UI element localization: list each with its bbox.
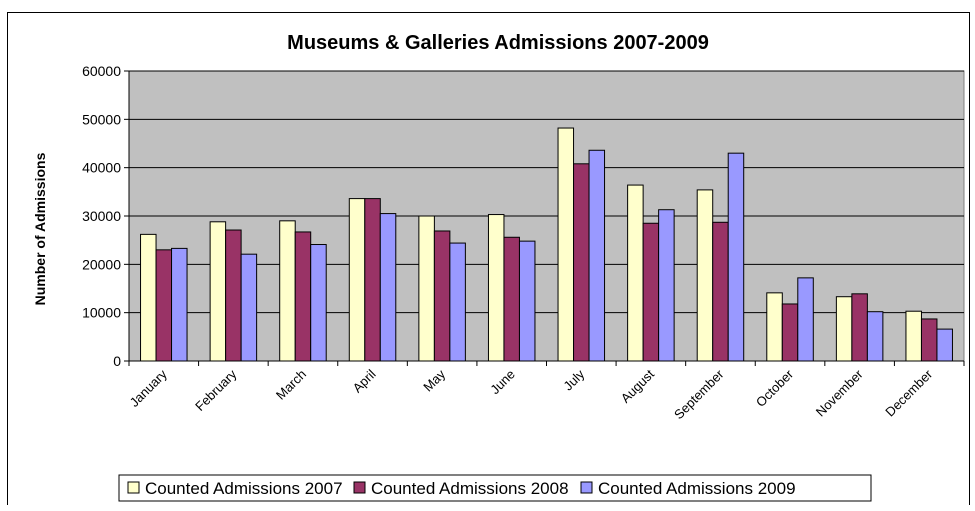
- bar-june-1: [487, 214, 505, 362]
- bar-june-3: [518, 240, 536, 362]
- x-tick-label: December: [882, 366, 935, 419]
- bar-october-1: [766, 292, 783, 362]
- bar-june-2: [503, 236, 520, 362]
- legend-swatch: [580, 481, 593, 494]
- x-tick-label: August: [618, 366, 657, 405]
- bar-february-1: [209, 221, 227, 362]
- x-tick-label: June: [487, 367, 518, 398]
- legend: Counted Admissions 2007 Counted Admission…: [118, 474, 872, 502]
- bar-april-1: [348, 198, 366, 362]
- y-tick-label: 40000: [82, 160, 121, 176]
- x-tick-label: April: [350, 366, 379, 395]
- bar-january-3: [171, 247, 188, 362]
- bar-january-2: [155, 249, 173, 362]
- bar-october-3: [797, 277, 814, 362]
- y-tick-label: 50000: [82, 111, 121, 127]
- bar-november-2: [851, 293, 868, 362]
- bar-march-3: [310, 244, 327, 362]
- bar-august-1: [627, 184, 644, 362]
- legend-box: [118, 474, 872, 502]
- y-axis-ticks: 0 10000 20000 30000 40000 50000 60000: [82, 63, 129, 369]
- bar-september-2: [712, 221, 729, 362]
- bar-august-3: [658, 209, 675, 362]
- bar-december-1: [905, 310, 922, 362]
- x-tick-label: March: [273, 367, 309, 403]
- bar-august-2: [642, 222, 660, 362]
- chart-area: Museums & Galleries Admissions 2007-2009…: [7, 12, 970, 505]
- y-tick-label: 0: [113, 353, 121, 369]
- legend-label: Counted Admissions 2008: [371, 479, 569, 498]
- bar-december-2: [920, 318, 938, 362]
- y-axis-label: Number of Admissions: [32, 152, 48, 305]
- bar-december-3: [936, 328, 953, 362]
- bar-may-1: [418, 215, 435, 362]
- bar-march-2: [294, 231, 312, 362]
- legend-label: Counted Admissions 2009: [598, 479, 796, 498]
- bar-may-2: [433, 230, 451, 362]
- bar-january-1: [140, 233, 157, 362]
- x-tick-label: July: [560, 366, 587, 393]
- bar-march-1: [279, 220, 296, 362]
- bar-october-2: [781, 303, 799, 362]
- y-tick-label: 20000: [82, 256, 121, 272]
- bar-july-2: [573, 163, 590, 362]
- bar-july-3: [588, 149, 606, 362]
- bar-february-2: [225, 229, 242, 362]
- y-tick-label: 30000: [82, 208, 121, 224]
- bar-september-3: [727, 152, 745, 362]
- x-tick-label: October: [753, 366, 797, 410]
- bar-april-3: [379, 213, 397, 362]
- y-tick-label: 10000: [82, 305, 121, 321]
- bar-february-3: [240, 253, 258, 362]
- bars-group: [140, 127, 953, 362]
- bar-april-2: [364, 198, 381, 362]
- y-tick-label: 60000: [82, 63, 121, 79]
- legend-swatch: [353, 481, 366, 494]
- bar-november-1: [835, 296, 853, 362]
- x-tick-label: September: [671, 366, 727, 422]
- chart-title: Museums & Galleries Admissions 2007-2009: [287, 32, 709, 54]
- legend-swatch: [127, 481, 140, 494]
- bar-may-3: [449, 242, 466, 362]
- x-tick-label: January: [127, 366, 171, 410]
- legend-label: Counted Admissions 2007: [145, 479, 343, 498]
- x-tick-label: May: [420, 366, 448, 394]
- bar-september-1: [696, 189, 714, 362]
- bar-chart: Museums & Galleries Admissions 2007-2009…: [32, 32, 965, 502]
- x-axis-ticks: January February March April May June July Augu…: [127, 361, 965, 422]
- x-tick-label: February: [192, 366, 240, 414]
- bar-july-1: [557, 127, 575, 362]
- bar-november-3: [866, 311, 884, 362]
- x-tick-label: November: [813, 366, 866, 419]
